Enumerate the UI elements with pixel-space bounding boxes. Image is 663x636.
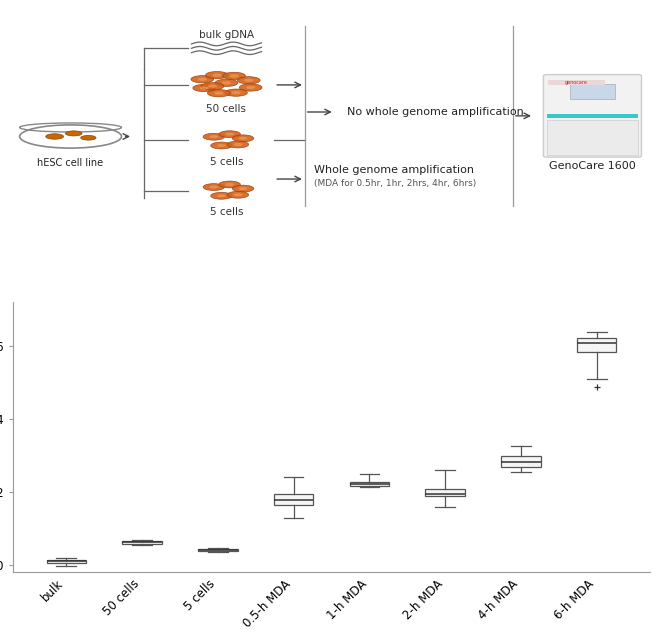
Ellipse shape — [232, 185, 254, 192]
FancyBboxPatch shape — [544, 74, 642, 157]
PathPatch shape — [426, 489, 465, 497]
Bar — [548, 80, 605, 85]
Ellipse shape — [191, 76, 213, 83]
Ellipse shape — [217, 195, 225, 197]
Ellipse shape — [227, 141, 249, 148]
Ellipse shape — [198, 78, 207, 81]
Ellipse shape — [210, 186, 218, 188]
Ellipse shape — [206, 71, 228, 79]
Text: (MDA for 0.5hr, 1hr, 2hrs, 4hr, 6hrs): (MDA for 0.5hr, 1hr, 2hrs, 4hr, 6hrs) — [314, 179, 476, 188]
Bar — [546, 114, 638, 118]
Ellipse shape — [219, 181, 241, 188]
Ellipse shape — [233, 193, 242, 197]
Bar — [546, 120, 638, 155]
Ellipse shape — [239, 137, 247, 140]
Ellipse shape — [233, 143, 242, 146]
Text: 5 cells: 5 cells — [210, 207, 243, 217]
Text: Whole genome amplification: Whole genome amplification — [314, 165, 473, 175]
Ellipse shape — [217, 144, 225, 147]
Ellipse shape — [203, 184, 225, 190]
Ellipse shape — [225, 89, 247, 96]
Ellipse shape — [208, 90, 230, 97]
PathPatch shape — [123, 541, 162, 544]
PathPatch shape — [349, 482, 389, 485]
Text: genocare: genocare — [565, 80, 588, 85]
Ellipse shape — [211, 193, 232, 199]
Text: 5 cells: 5 cells — [210, 156, 243, 167]
Ellipse shape — [215, 80, 238, 86]
Ellipse shape — [239, 84, 262, 91]
Text: hESC cell line: hESC cell line — [38, 158, 103, 169]
Ellipse shape — [219, 131, 241, 137]
PathPatch shape — [501, 456, 540, 467]
PathPatch shape — [577, 338, 617, 352]
Ellipse shape — [214, 92, 223, 95]
Ellipse shape — [229, 74, 239, 78]
PathPatch shape — [46, 560, 86, 563]
Ellipse shape — [212, 74, 221, 77]
Text: GenoCare 1600: GenoCare 1600 — [549, 161, 636, 171]
Ellipse shape — [208, 85, 217, 88]
Ellipse shape — [225, 133, 234, 135]
Text: 50 cells: 50 cells — [206, 104, 247, 114]
Ellipse shape — [244, 79, 253, 82]
Ellipse shape — [231, 91, 241, 94]
Ellipse shape — [246, 86, 255, 89]
Ellipse shape — [66, 131, 82, 136]
Ellipse shape — [203, 134, 225, 140]
PathPatch shape — [274, 494, 314, 505]
Ellipse shape — [211, 142, 232, 149]
Text: No whole genome amplification: No whole genome amplification — [347, 107, 524, 117]
Text: bulk gDNA: bulk gDNA — [199, 30, 254, 39]
Ellipse shape — [232, 135, 254, 142]
Ellipse shape — [81, 135, 96, 140]
Ellipse shape — [200, 86, 209, 90]
Ellipse shape — [239, 187, 247, 190]
Ellipse shape — [225, 183, 234, 186]
Ellipse shape — [227, 191, 249, 198]
Ellipse shape — [201, 83, 224, 90]
Ellipse shape — [222, 81, 231, 85]
Ellipse shape — [193, 85, 215, 92]
PathPatch shape — [198, 549, 237, 551]
Bar — [570, 84, 615, 99]
Ellipse shape — [237, 77, 260, 84]
Ellipse shape — [46, 134, 64, 139]
Ellipse shape — [210, 135, 218, 138]
Ellipse shape — [223, 73, 245, 80]
